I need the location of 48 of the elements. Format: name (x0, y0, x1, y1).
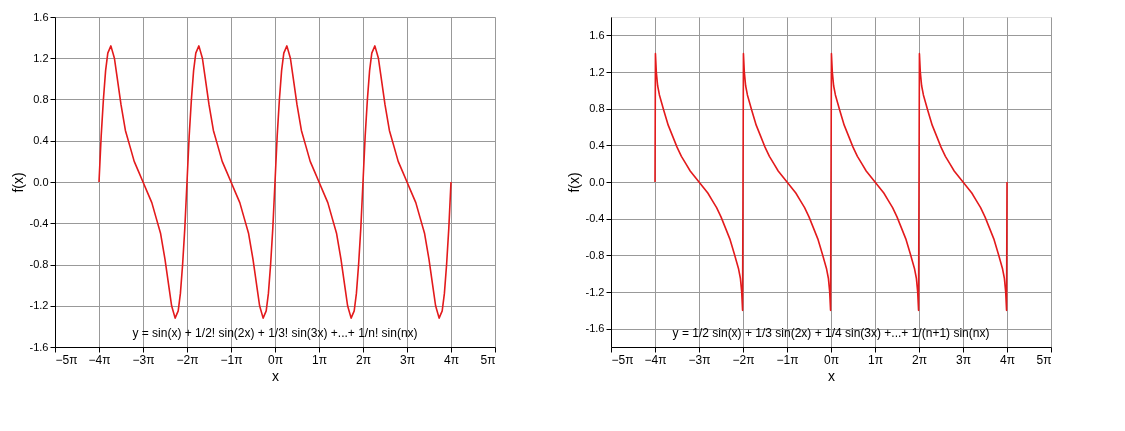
line-series (654, 52, 1008, 312)
x-tick-label: 1π (312, 352, 327, 367)
x-tick-label: −4π (644, 352, 667, 367)
x-tick-label: −1π (220, 352, 243, 367)
y-tick-label: 0.0 (33, 175, 49, 188)
x-tick-label: 2π (356, 352, 371, 367)
y-tick-label: 0.4 (589, 138, 605, 151)
y-tick-label: -1.6 (585, 322, 605, 335)
x-tick-label: 4π (1000, 352, 1015, 367)
x-tick-label: −5π (55, 352, 78, 367)
y-axis-title: f(x) (9, 172, 26, 193)
y-tick-label: 0.4 (33, 134, 49, 147)
annotation: y = sin(x) + 1/2! sin(2x) + 1/3! sin(3x) +...+ 1/n! sin(nx) (132, 326, 418, 340)
y-tick-label: -0.8 (585, 248, 605, 261)
x-axis-title: x (272, 367, 279, 384)
x-tick-label: −2π (732, 352, 755, 367)
x-tick-label: −4π (88, 352, 111, 367)
y-tick-label: 1.2 (589, 65, 605, 78)
x-tick-label: 0π (824, 352, 839, 367)
x-tick-label: 5π (480, 352, 496, 367)
x-tick-label: 5π (1036, 352, 1052, 367)
annotation: y = 1/2 sin(x) + 1/3 sin(2x) + 1/4 sin(3x) +...+ 1/(n+1) sin(nx) (672, 326, 990, 340)
x-tick-label: −5π (611, 352, 634, 367)
y-tick-label: -0.4 (585, 212, 605, 225)
x-tick-label: 3π (956, 352, 971, 367)
x-tick-label: 2π (912, 352, 927, 367)
y-axis-title: f(x) (565, 172, 582, 193)
x-tick-label: 4π (444, 352, 459, 367)
x-tick-label: 3π (400, 352, 415, 367)
y-tick-label: -1.2 (29, 299, 49, 312)
x-tick-label: −1π (776, 352, 799, 367)
x-tick-label: 0π (268, 352, 283, 367)
y-tick-label: 1.6 (33, 10, 49, 23)
y-tick-label: -0.4 (29, 216, 49, 229)
y-tick-label: 0.0 (589, 175, 605, 188)
y-tick-label: -1.2 (585, 285, 605, 298)
y-tick-label: 0.8 (33, 93, 49, 105)
x-axis-title: x (828, 367, 835, 384)
x-tick-label: −3π (132, 352, 155, 367)
y-tick-label: 1.2 (33, 51, 49, 64)
x-tick-label: 1π (868, 352, 883, 367)
y-tick-label: -0.8 (29, 258, 49, 270)
y-tick-label: 1.6 (589, 28, 605, 41)
y-tick-label: 0.8 (589, 102, 605, 115)
x-tick-label: −2π (176, 352, 199, 367)
line-series (98, 45, 452, 319)
y-tick-label: -1.6 (29, 340, 49, 353)
x-tick-label: −3π (688, 352, 711, 367)
